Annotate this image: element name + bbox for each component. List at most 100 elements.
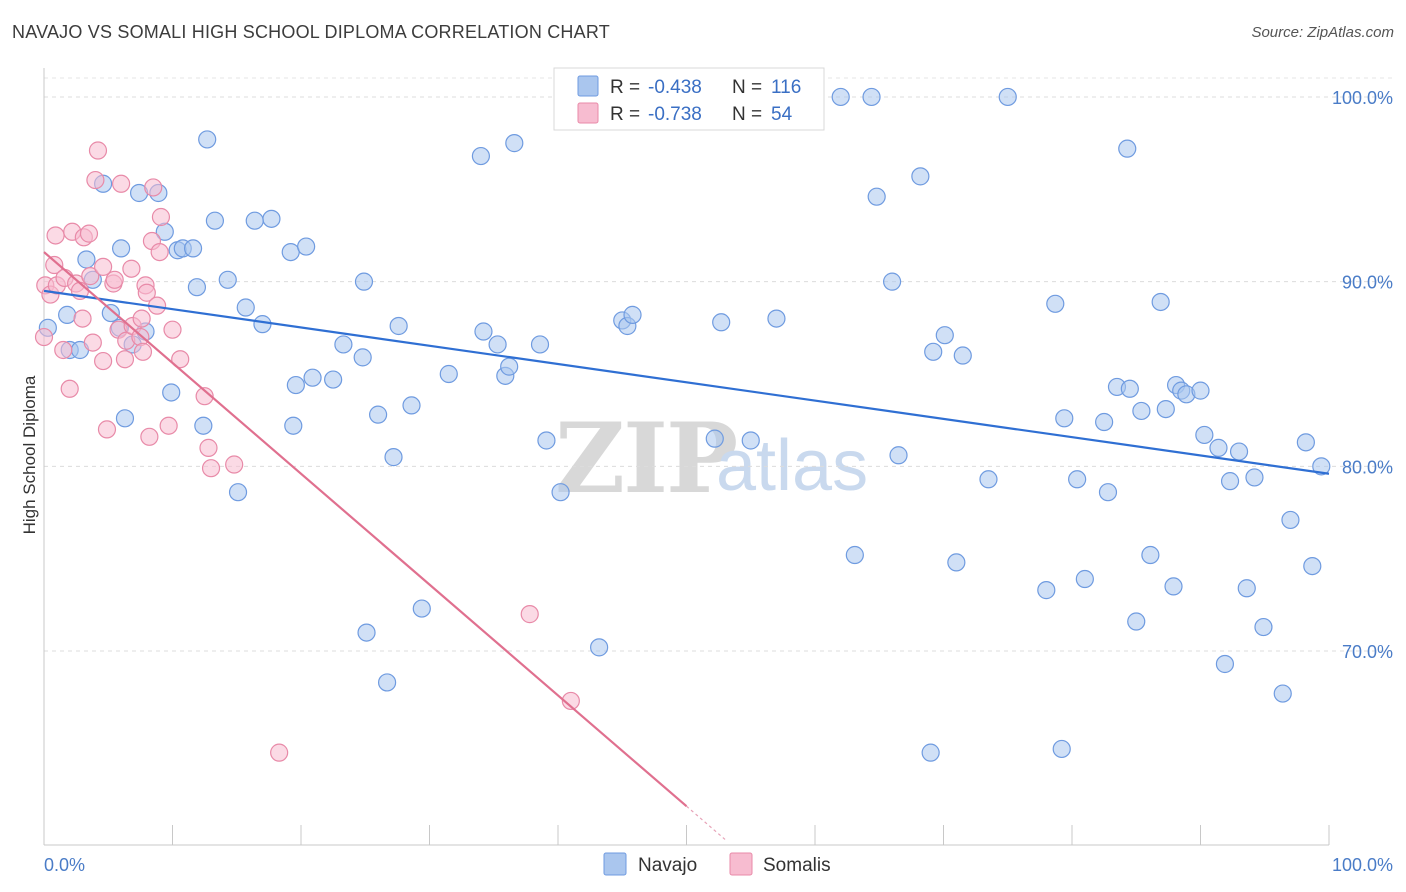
navajo-point[interactable]: [1191, 381, 1210, 400]
navajo-point[interactable]: [1118, 139, 1137, 158]
navajo-point[interactable]: [253, 315, 272, 334]
navajo-point[interactable]: [1220, 472, 1240, 491]
navajo-point[interactable]: [500, 357, 519, 376]
navajo-point[interactable]: [354, 272, 374, 291]
navajo-point[interactable]: [1075, 569, 1094, 589]
navajo-point[interactable]: [1312, 457, 1331, 476]
navajo-point[interactable]: [505, 134, 524, 153]
navajo-point[interactable]: [767, 309, 786, 328]
navajo-point[interactable]: [187, 278, 207, 297]
somalis-point[interactable]: [561, 691, 580, 711]
somalis-point[interactable]: [73, 309, 92, 328]
navajo-point[interactable]: [303, 368, 322, 387]
somalis-point[interactable]: [83, 333, 102, 352]
navajo-point[interactable]: [1281, 510, 1300, 530]
legend-navajo-swatch[interactable]: [603, 852, 627, 876]
navajo-point[interactable]: [1052, 739, 1071, 759]
legend-somalis-label[interactable]: Somalis: [763, 855, 831, 876]
navajo-point[interactable]: [284, 416, 303, 435]
somalis-point[interactable]: [225, 455, 244, 474]
somalis-point[interactable]: [94, 257, 113, 276]
navajo-point[interactable]: [402, 396, 421, 415]
navajo-point[interactable]: [101, 303, 120, 323]
navajo-point[interactable]: [862, 87, 881, 107]
somalis-point[interactable]: [60, 379, 79, 398]
navajo-point[interactable]: [389, 316, 408, 336]
somalis-point[interactable]: [151, 207, 171, 227]
somalis-point[interactable]: [137, 283, 156, 302]
navajo-point[interactable]: [935, 326, 954, 345]
navajo-point[interactable]: [1237, 579, 1256, 598]
navajo-point[interactable]: [889, 446, 908, 465]
navajo-point[interactable]: [162, 383, 181, 402]
navajo-point[interactable]: [623, 305, 642, 324]
navajo-point[interactable]: [590, 638, 609, 657]
navajo-point[interactable]: [551, 483, 570, 502]
navajo-point[interactable]: [412, 599, 431, 618]
navajo-point[interactable]: [1127, 612, 1146, 631]
navajo-point[interactable]: [194, 416, 213, 435]
navajo-point[interactable]: [712, 313, 731, 332]
navajo-point[interactable]: [882, 272, 902, 291]
navajo-point[interactable]: [1156, 399, 1175, 419]
navajo-point[interactable]: [334, 335, 353, 354]
navajo-point[interactable]: [530, 335, 550, 354]
navajo-point[interactable]: [1215, 654, 1235, 674]
navajo-point[interactable]: [228, 483, 248, 502]
navajo-point[interactable]: [369, 405, 388, 424]
somalis-point[interactable]: [133, 342, 153, 361]
navajo-point[interactable]: [998, 87, 1017, 107]
navajo-point[interactable]: [205, 211, 225, 230]
navajo-point[interactable]: [297, 237, 316, 256]
navajo-point[interactable]: [979, 470, 998, 489]
navajo-point[interactable]: [831, 87, 850, 107]
navajo-point[interactable]: [845, 545, 864, 565]
navajo-point[interactable]: [1229, 442, 1249, 461]
navajo-point[interactable]: [1098, 483, 1118, 502]
navajo-point[interactable]: [1095, 412, 1114, 432]
navajo-point[interactable]: [474, 322, 493, 341]
legend-navajo-label[interactable]: Navajo: [638, 855, 697, 876]
somalis-point[interactable]: [144, 178, 163, 197]
navajo-point[interactable]: [384, 448, 403, 467]
navajo-point[interactable]: [58, 305, 77, 324]
somalis-point[interactable]: [86, 170, 105, 190]
navajo-point[interactable]: [1141, 545, 1160, 565]
navajo-point[interactable]: [324, 370, 343, 389]
somalis-point[interactable]: [122, 259, 141, 278]
somalis-point[interactable]: [81, 267, 100, 286]
navajo-point[interactable]: [1046, 294, 1065, 313]
navajo-point[interactable]: [1303, 556, 1322, 576]
navajo-point[interactable]: [1273, 684, 1292, 703]
somalis-point[interactable]: [159, 416, 178, 435]
somalis-point[interactable]: [270, 743, 289, 762]
somalis-point[interactable]: [195, 387, 214, 406]
somalis-point[interactable]: [115, 350, 135, 369]
somalis-point[interactable]: [163, 320, 182, 339]
navajo-point[interactable]: [1132, 401, 1151, 421]
somalis-point[interactable]: [111, 174, 131, 193]
navajo-point[interactable]: [1164, 577, 1183, 596]
navajo-point[interactable]: [245, 211, 264, 230]
navajo-point[interactable]: [1037, 581, 1056, 600]
navajo-point[interactable]: [1195, 425, 1214, 445]
navajo-point[interactable]: [262, 209, 281, 228]
somalis-point[interactable]: [97, 420, 117, 439]
navajo-point[interactable]: [183, 239, 203, 258]
somalis-point[interactable]: [150, 242, 169, 262]
navajo-point[interactable]: [911, 167, 930, 186]
somalis-point[interactable]: [79, 224, 99, 243]
navajo-point[interactable]: [1151, 292, 1170, 312]
somalis-point[interactable]: [105, 270, 124, 289]
navajo-point[interactable]: [1209, 438, 1228, 457]
navajo-point[interactable]: [1296, 433, 1315, 452]
navajo-point[interactable]: [218, 270, 237, 289]
somalis-point[interactable]: [88, 141, 108, 160]
navajo-point[interactable]: [741, 431, 760, 450]
navajo-point[interactable]: [953, 346, 972, 365]
navajo-point[interactable]: [115, 409, 135, 428]
somalis-point[interactable]: [201, 459, 221, 478]
somalis-point[interactable]: [54, 340, 73, 360]
somalis-point[interactable]: [520, 605, 539, 624]
navajo-point[interactable]: [1055, 409, 1074, 428]
